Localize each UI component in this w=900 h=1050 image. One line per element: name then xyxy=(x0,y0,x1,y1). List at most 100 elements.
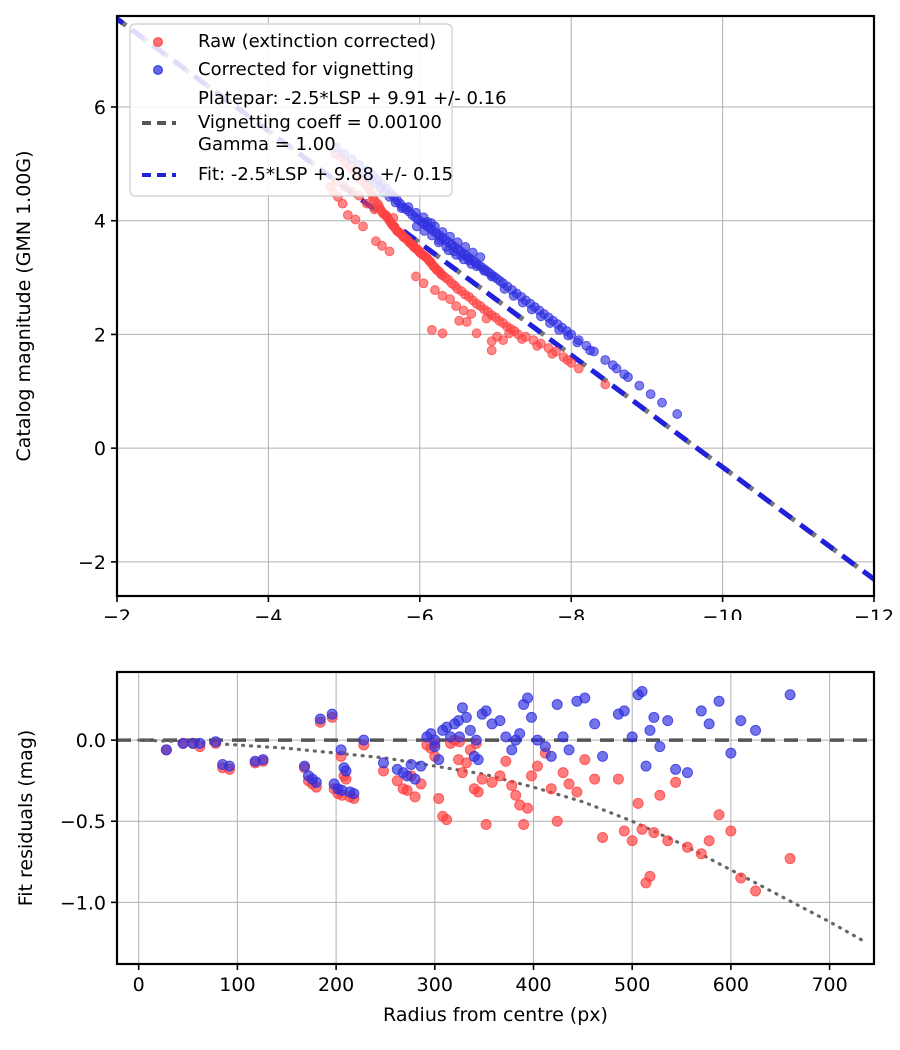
data-point xyxy=(314,713,326,725)
data-point xyxy=(427,324,437,335)
data-point xyxy=(481,313,492,324)
data-point xyxy=(536,311,546,322)
data-point xyxy=(486,271,497,282)
data-point xyxy=(388,212,399,223)
data-point xyxy=(370,236,381,247)
x-tick-label: 600 xyxy=(713,974,749,996)
data-point xyxy=(506,780,518,792)
data-point xyxy=(563,330,574,341)
data-point xyxy=(479,265,490,276)
y-tick-label: 6 xyxy=(94,97,106,119)
data-point xyxy=(645,389,656,400)
data-point xyxy=(433,754,445,766)
data-point xyxy=(713,695,725,707)
data-point xyxy=(632,797,644,809)
data-point xyxy=(725,747,737,759)
data-point xyxy=(427,230,437,241)
data-point xyxy=(579,754,591,766)
data-point xyxy=(409,791,421,803)
data-point xyxy=(350,214,361,225)
data-point xyxy=(391,775,403,787)
data-point xyxy=(562,355,573,365)
data-point xyxy=(640,760,652,772)
data-point xyxy=(531,760,543,772)
data-point xyxy=(670,763,682,775)
x-tick-label: 0 xyxy=(133,974,145,996)
data-point xyxy=(411,221,422,232)
data-point xyxy=(506,744,518,756)
residuals-panel: 0 100 200 300 400 500 600 700 0.0 −0.5 −1.0 Radius … xyxy=(0,620,900,1050)
data-point xyxy=(597,750,609,762)
data-point xyxy=(486,345,497,356)
data-point xyxy=(471,328,482,339)
data-point xyxy=(451,301,462,311)
data-point xyxy=(563,744,575,756)
data-point xyxy=(194,737,206,749)
data-point xyxy=(210,736,222,748)
data-point xyxy=(654,789,666,801)
x-tick-label: 200 xyxy=(318,974,354,996)
data-point xyxy=(618,825,630,837)
data-point xyxy=(458,254,469,265)
y-axis-title: Catalog magnitude (GMN 1.00G) xyxy=(13,150,35,461)
data-point xyxy=(467,247,478,258)
data-point xyxy=(518,818,530,830)
x-axis-title: Radius from centre (px) xyxy=(383,1004,608,1026)
data-point xyxy=(695,705,707,717)
data-point xyxy=(443,245,454,256)
data-point xyxy=(662,835,674,847)
data-point xyxy=(551,698,563,710)
data-point xyxy=(415,760,427,772)
data-point xyxy=(510,789,522,801)
data-point xyxy=(735,715,747,727)
data-point xyxy=(451,249,462,260)
data-point xyxy=(670,776,682,788)
data-point xyxy=(361,198,372,209)
data-point xyxy=(500,755,512,767)
y-tick-label: −1.0 xyxy=(60,892,106,914)
data-point xyxy=(713,809,725,821)
data-point xyxy=(441,814,453,826)
data-point xyxy=(545,750,557,762)
data-point xyxy=(522,802,534,814)
data-point xyxy=(531,734,543,746)
data-point xyxy=(526,304,537,315)
data-point xyxy=(429,734,441,746)
data-point xyxy=(456,702,468,714)
grid-lines xyxy=(117,672,874,964)
data-point xyxy=(573,363,584,374)
data-point xyxy=(460,711,472,723)
data-point xyxy=(600,379,611,390)
y-tick-label: 2 xyxy=(94,324,106,346)
data-point xyxy=(597,831,609,843)
data-point xyxy=(418,212,429,223)
data-point xyxy=(472,754,484,766)
legend: Raw (extinction corrected) Corrected for … xyxy=(129,23,507,197)
data-point xyxy=(539,741,551,753)
data-point xyxy=(326,708,338,720)
data-point xyxy=(437,227,448,237)
axis-ticks: 0 100 200 300 400 500 600 700 0.0 −0.5 −1.0 xyxy=(60,730,848,996)
y-tick-label: 4 xyxy=(94,211,106,233)
data-point xyxy=(466,259,477,269)
data-point xyxy=(703,718,715,730)
data-point xyxy=(619,369,630,380)
data-point xyxy=(545,783,557,795)
x-tick-label: 400 xyxy=(515,974,551,996)
data-point xyxy=(572,337,583,348)
data-point xyxy=(460,241,471,252)
data-point xyxy=(557,767,569,779)
data-point xyxy=(464,724,476,736)
x-tick-label: 300 xyxy=(417,974,453,996)
y-axis-title: Fit residuals (mag) xyxy=(15,730,37,907)
data-point xyxy=(224,760,236,772)
data-point xyxy=(492,331,502,342)
data-point xyxy=(681,767,693,779)
data-point xyxy=(648,827,660,839)
data-point xyxy=(369,204,380,215)
legend-label: Platepar: -2.5*LSP + 9.91 +/- 0.16 xyxy=(198,88,507,109)
data-point xyxy=(426,218,437,228)
data-point xyxy=(475,252,486,263)
data-point xyxy=(342,210,353,220)
